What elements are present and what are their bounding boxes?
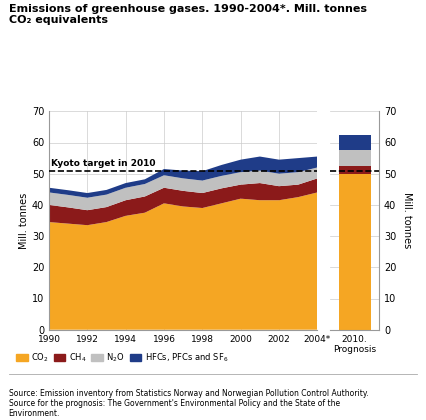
- Text: Kyoto target in 2010: Kyoto target in 2010: [51, 160, 155, 168]
- Text: Source: Emission inventory from Statistics Norway and Norwegian Pollution Contro: Source: Emission inventory from Statisti…: [9, 388, 368, 418]
- Text: CO₂ equivalents: CO₂ equivalents: [9, 15, 107, 25]
- Bar: [339, 174, 371, 330]
- Bar: [339, 150, 371, 166]
- Text: Emissions of greenhouse gases. 1990-2004*. Mill. tonnes: Emissions of greenhouse gases. 1990-2004…: [9, 4, 366, 14]
- Bar: [339, 166, 371, 174]
- Bar: [339, 135, 371, 150]
- Y-axis label: Mill. tonnes: Mill. tonnes: [19, 192, 29, 249]
- Legend: CO$_2$, CH$_4$, N$_2$O, HFCs, PFCs and SF$_6$: CO$_2$, CH$_4$, N$_2$O, HFCs, PFCs and S…: [13, 348, 231, 368]
- Y-axis label: Mill. tonnes: Mill. tonnes: [402, 192, 412, 249]
